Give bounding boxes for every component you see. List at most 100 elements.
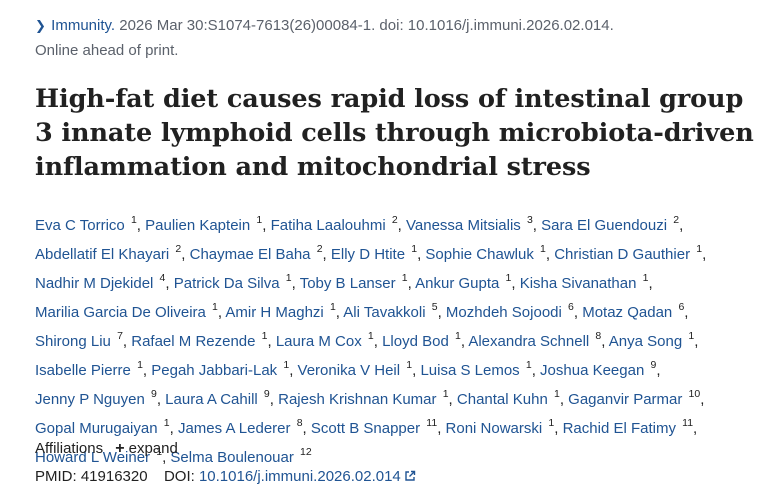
affiliation-number[interactable]: 1 (329, 301, 336, 313)
author-name-link[interactable]: Fatiha Laalouhmi (270, 217, 386, 234)
affiliation-number[interactable]: 1 (553, 388, 560, 400)
author-name-link[interactable]: Joshua Keegan (540, 362, 645, 379)
affiliation-number[interactable]: 1 (367, 330, 374, 342)
author-name-link[interactable]: Paulien Kaptein (145, 217, 251, 234)
affiliation-number[interactable]: 2 (673, 214, 680, 226)
chevron-right-icon[interactable]: ❯ (35, 18, 46, 33)
author-name-link[interactable]: Patrick Da Silva (173, 275, 280, 292)
author-name-link[interactable]: Elly D Htite (330, 246, 406, 263)
affiliation-number[interactable]: 11 (426, 417, 438, 429)
affiliation-number[interactable]: 1 (283, 359, 290, 371)
author-separator: , (693, 420, 698, 437)
author-name-link[interactable]: Luisa S Lemos (420, 362, 520, 379)
author-name-link[interactable]: Gaganvir Parmar (568, 391, 683, 408)
author-name-link[interactable]: Sophie Chawluk (425, 246, 534, 263)
affiliation-number[interactable]: 2 (175, 243, 182, 255)
affiliation-number[interactable]: 9 (650, 359, 657, 371)
affiliation-number[interactable]: 11 (682, 417, 694, 429)
author-name-link[interactable]: Rajesh Krishnan Kumar (278, 391, 437, 408)
affiliation-number[interactable]: 4 (159, 272, 166, 284)
author-name-link[interactable]: Toby B Lanser (299, 275, 396, 292)
affiliation-number[interactable]: 5 (431, 301, 438, 313)
affiliation-number[interactable]: 1 (540, 243, 546, 255)
author-name-link[interactable]: Chaymae El Baha (189, 246, 311, 263)
author-name-link[interactable]: Gopal Murugaiyan (35, 420, 158, 437)
author-name-link[interactable]: Amir H Maghzi (225, 304, 324, 321)
author-name-link[interactable]: Vanessa Mitsialis (406, 217, 521, 234)
affiliation-number[interactable]: 1 (163, 417, 170, 429)
affiliation-number[interactable]: 1 (525, 359, 532, 371)
author-name-link[interactable]: Sara El Guendouzi (541, 217, 668, 234)
author-name-link[interactable]: Veronika V Heil (297, 362, 401, 379)
author-name-link[interactable]: Shirong Liu (35, 333, 111, 350)
affiliation-number[interactable]: 2 (316, 243, 323, 255)
affiliation-number[interactable]: 1 (688, 330, 695, 342)
affiliation-number[interactable]: 1 (130, 214, 137, 226)
author-name-link[interactable]: Alexandra Schnell (468, 333, 590, 350)
affiliation-number[interactable]: 12 (300, 446, 312, 458)
author-name-link[interactable]: Abdellatif El Khayari (35, 246, 170, 263)
affiliation-number[interactable]: 1 (696, 243, 703, 255)
author-name-link[interactable]: Chantal Kuhn (456, 391, 548, 408)
author-name-link[interactable]: Motaz Qadan (582, 304, 673, 321)
affiliation-number[interactable]: 2 (391, 214, 398, 226)
affiliation-number[interactable]: 9 (150, 388, 157, 400)
author-item: James A Lederer 8, (177, 417, 307, 437)
affiliation-number[interactable]: 6 (568, 301, 574, 313)
affiliation-number[interactable]: 1 (401, 272, 408, 284)
author-name-link[interactable]: Nadhir M Djekidel (35, 275, 154, 292)
affiliation-number[interactable]: 1 (505, 272, 512, 284)
author-name-link[interactable]: Howard L Weiner (35, 449, 151, 466)
affiliation-number[interactable]: 8 (595, 330, 602, 342)
author-name-link[interactable]: Rachid El Fatimy (562, 420, 676, 437)
author-item: Rajesh Krishnan Kumar 1, (278, 388, 453, 408)
author-name-link[interactable]: Ankur Gupta (415, 275, 500, 292)
affiliation-number[interactable]: 1 (212, 301, 218, 313)
author-name-link[interactable]: Eva C Torrico (35, 217, 125, 234)
affiliation-number[interactable]: 1 (411, 243, 418, 255)
author-name-link[interactable]: Kisha Sivanathan (519, 275, 637, 292)
affiliation-number[interactable]: 1 (642, 272, 649, 284)
affiliation-number[interactable]: 7 (117, 330, 123, 342)
affiliation-number[interactable]: 8 (296, 417, 303, 429)
expand-label[interactable]: expand (128, 440, 178, 457)
author-name-link[interactable]: Christian D Gauthier (554, 246, 691, 263)
author-name-link[interactable]: Jenny P Nguyen (35, 391, 145, 408)
author-item: Gaganvir Parmar 10, (568, 388, 704, 408)
author-name-link[interactable]: James A Lederer (177, 420, 291, 437)
affiliation-number[interactable]: 9 (263, 388, 270, 400)
affiliation-number[interactable]: 3 (526, 214, 533, 226)
affiliations-toggle[interactable]: Affiliations + expand (35, 440, 178, 458)
affiliation-number[interactable]: 1 (256, 214, 263, 226)
author-name-link[interactable]: Anya Song (608, 333, 683, 350)
author-separator: , (136, 217, 141, 234)
affiliation-number[interactable]: 1 (156, 446, 163, 458)
author-name-link[interactable]: Lloyd Bod (382, 333, 449, 350)
author-item: Mozhdeh Sojoodi 6, (445, 301, 578, 321)
affiliation-number[interactable]: 10 (688, 388, 701, 400)
author-separator: , (648, 275, 653, 292)
author-name-link[interactable]: Pegah Jabbari-Lak (151, 362, 278, 379)
affiliation-number[interactable]: 1 (406, 359, 413, 371)
author-name-link[interactable]: Roni Nowarski (445, 420, 543, 437)
author-name-link[interactable]: Selma Boulenouar (170, 449, 294, 466)
author-name-link[interactable]: Laura M Cox (275, 333, 362, 350)
author-item: Pegah Jabbari-Lak 1, (151, 359, 293, 379)
affiliation-number[interactable]: 1 (454, 330, 461, 342)
author-name-link[interactable]: Ali Tavakkoli (343, 304, 426, 321)
doi-link[interactable]: 10.1016/j.immuni.2026.02.014 (199, 468, 416, 485)
affiliation-number[interactable]: 1 (548, 417, 555, 429)
author-name-link[interactable]: Laura A Cahill (165, 391, 258, 408)
affiliation-number[interactable]: 1 (137, 359, 143, 371)
author-name-link[interactable]: Rafael M Rezende (131, 333, 256, 350)
author-name-link[interactable]: Mozhdeh Sojoodi (445, 304, 562, 321)
affiliation-number[interactable]: 1 (285, 272, 292, 284)
author-name-link[interactable]: Marilia Garcia De Oliveira (35, 304, 206, 321)
author-item: Gopal Murugaiyan 1, (35, 417, 174, 437)
affiliation-number[interactable]: 1 (442, 388, 449, 400)
author-name-link[interactable]: Scott B Snapper (310, 420, 421, 437)
affiliation-number[interactable]: 1 (261, 330, 268, 342)
journal-link[interactable]: Immunity. (51, 17, 116, 34)
affiliation-number[interactable]: 6 (678, 301, 685, 313)
author-name-link[interactable]: Isabelle Pierre (35, 362, 131, 379)
